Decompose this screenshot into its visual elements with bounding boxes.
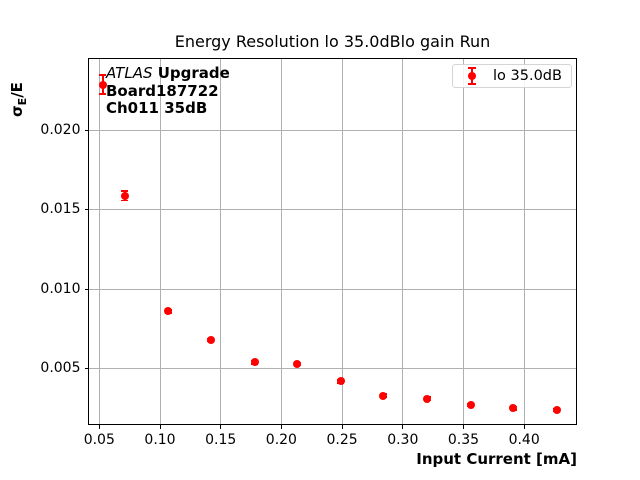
y-tick-label: 0.005: [40, 360, 81, 377]
x-gridline: [280, 58, 282, 425]
y-tick-label: 0.010: [40, 280, 81, 297]
annotation-line-3: Ch011 35dB: [106, 99, 208, 117]
x-tickmark: [159, 424, 161, 429]
x-gridline: [98, 58, 100, 425]
x-gridline: [462, 58, 464, 425]
x-tickmark: [98, 424, 100, 429]
x-tickmark: [462, 424, 464, 429]
chart-title: Energy Resolution lo 35.0dBlo gain Run: [174, 32, 491, 51]
y-tickmark: [84, 130, 89, 132]
legend-marker-cap-bottom: [468, 83, 476, 85]
data-point: [98, 80, 107, 89]
data-point: [379, 391, 388, 400]
y-tick-label: 0.015: [40, 201, 81, 218]
error-bar-cap-bottom: [99, 93, 107, 95]
y-tickmark: [84, 288, 89, 290]
annotation-upgrade: Upgrade: [157, 64, 230, 82]
x-gridline: [220, 58, 222, 425]
error-bar-cap-bottom: [121, 199, 129, 202]
data-point: [423, 394, 432, 403]
x-tickmark: [402, 424, 404, 429]
y-axis-label: σE/E: [8, 47, 29, 117]
y-axis-label-sigma: σ: [8, 105, 26, 117]
y-tickmark: [84, 368, 89, 370]
x-gridline: [523, 58, 525, 425]
data-point: [466, 401, 475, 410]
data-point: [293, 359, 302, 368]
y-gridline: [88, 209, 577, 211]
data-point: [206, 336, 215, 345]
x-tick-label: 0.15: [205, 431, 237, 448]
error-bar-cap-top: [121, 190, 129, 192]
x-gridline: [159, 58, 161, 425]
x-gridline: [341, 58, 343, 425]
plot-border: [88, 58, 577, 425]
y-gridline: [88, 130, 577, 132]
annotation-atlas: ATLAS: [106, 64, 153, 82]
x-tick-label: 0.20: [265, 431, 297, 448]
x-tick-label: 0.40: [508, 431, 540, 448]
data-point: [552, 405, 561, 414]
x-tick-label: 0.05: [83, 431, 115, 448]
y-axis-label-subscript: E: [16, 97, 29, 106]
error-bar-cap-top: [99, 74, 107, 76]
x-gridline: [402, 58, 404, 425]
x-tick-label: 0.10: [144, 431, 176, 448]
y-tick-label: 0.020: [40, 122, 81, 139]
legend-marker-cap-top: [468, 67, 476, 69]
x-tick-label: 0.25: [326, 431, 358, 448]
y-gridline: [88, 288, 577, 290]
x-tickmark: [523, 424, 525, 429]
data-point: [509, 404, 518, 413]
data-point: [336, 377, 345, 386]
legend-label: lo 35.0dB: [493, 68, 562, 84]
data-point: [120, 191, 129, 200]
annotation-line-1: ATLAS Upgrade: [106, 64, 230, 83]
annotation-block: ATLAS Upgrade Board187722 Ch011 35dB: [106, 64, 230, 118]
legend-marker-dot: [468, 72, 476, 80]
data-point: [250, 358, 259, 367]
x-tickmark: [220, 424, 222, 429]
data-point: [164, 307, 173, 316]
x-tick-label: 0.35: [447, 431, 480, 448]
y-axis-label-rest: /E: [8, 82, 26, 98]
y-gridline: [88, 368, 577, 370]
x-axis-label: Input Current [mA]: [416, 450, 577, 468]
x-tick-label: 0.30: [387, 431, 419, 448]
legend-errorbar-marker-icon: [465, 67, 479, 85]
annotation-line-2: Board187722: [106, 81, 219, 100]
legend-box: lo 35.0dB: [452, 64, 572, 88]
x-tickmark: [280, 424, 282, 429]
x-tickmark: [341, 424, 343, 429]
y-tickmark: [84, 209, 89, 211]
